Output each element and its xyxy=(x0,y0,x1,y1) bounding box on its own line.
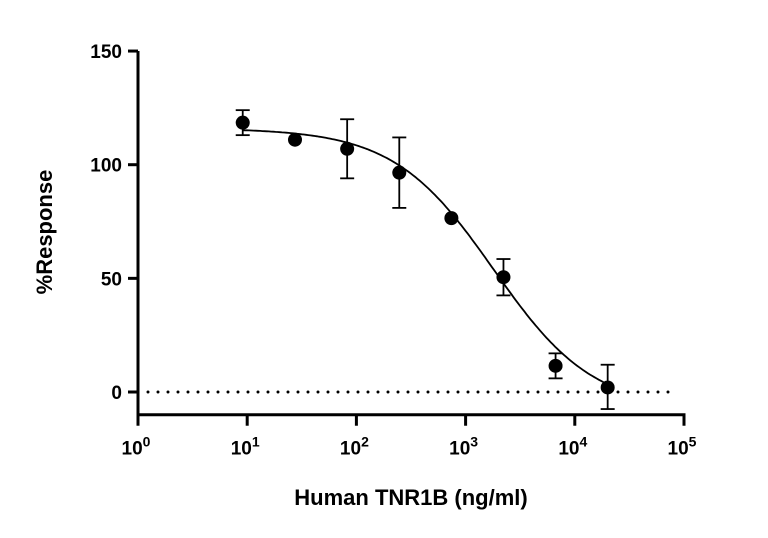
y-tick-label: 0 xyxy=(111,383,122,404)
x-tick-label: 104 xyxy=(558,434,587,460)
axes: 0 50 100 150 100 101 102 103 104 105 xyxy=(90,42,696,460)
data-point xyxy=(340,141,355,156)
y-tick-label: 50 xyxy=(101,269,122,290)
y-tick-label: 150 xyxy=(90,42,122,63)
data-point xyxy=(392,165,407,180)
data-point xyxy=(235,115,250,130)
x-tick-label: 105 xyxy=(668,434,697,460)
x-tick-label: 101 xyxy=(231,434,260,460)
y-axis-label: %Response xyxy=(32,170,57,295)
data-point xyxy=(288,132,303,147)
plot-area xyxy=(146,109,680,410)
data-point xyxy=(444,211,459,226)
data-point xyxy=(548,358,563,373)
data-point xyxy=(496,270,511,285)
fit-curve xyxy=(242,129,608,385)
y-tick-label: 100 xyxy=(90,156,122,177)
x-tick-label: 102 xyxy=(340,434,369,460)
x-axis-label: Human TNR1B (ng/ml) xyxy=(294,485,527,510)
x-tick-label: 100 xyxy=(122,434,151,460)
data-point xyxy=(600,380,615,395)
x-tick-label: 103 xyxy=(449,434,478,460)
